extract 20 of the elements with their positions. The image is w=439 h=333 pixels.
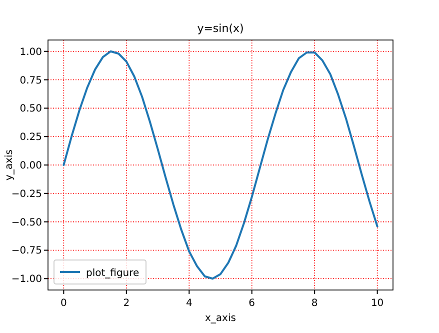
y-tick-label: −0.50 <box>11 217 42 228</box>
y-tick-label: 1.00 <box>20 46 42 58</box>
legend-label: plot_figure <box>86 268 140 279</box>
y-tick-label: −0.25 <box>11 188 42 200</box>
x-axis-title: x_axis <box>205 313 236 324</box>
y-tick-label: −0.75 <box>11 246 42 257</box>
y-tick-label: 0.25 <box>20 132 42 144</box>
y-tick-label: 0.75 <box>20 75 42 86</box>
x-tick-label: 2 <box>123 298 130 309</box>
x-tick-label: 8 <box>311 298 318 309</box>
y-tick-label: 0.50 <box>20 104 42 115</box>
y-tick-label: −1.00 <box>11 274 42 286</box>
line-series <box>62 50 378 280</box>
chart-title: y=sin(x) <box>197 22 244 35</box>
x-tick-label: 10 <box>370 298 384 309</box>
x-tick-label: 4 <box>186 298 192 309</box>
x-tick-label: 0 <box>60 298 67 309</box>
x-tick-label: 6 <box>248 298 256 309</box>
y-axis-title: y_axis <box>4 150 15 180</box>
y-tick-label: 0.00 <box>20 160 42 172</box>
